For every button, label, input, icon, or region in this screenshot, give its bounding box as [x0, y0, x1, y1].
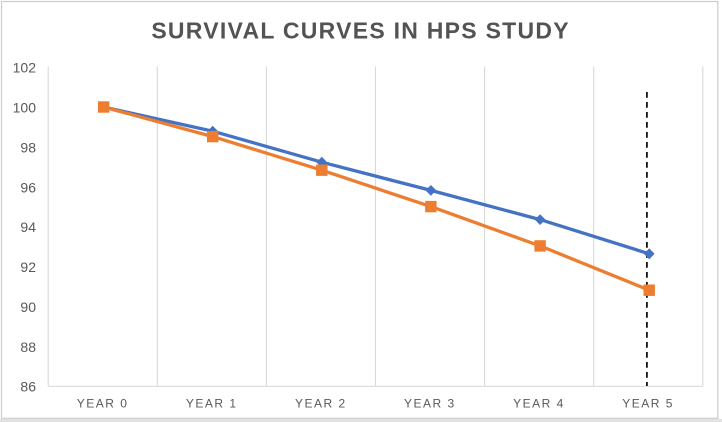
svg-text:YEAR 1: YEAR 1 [186, 396, 238, 410]
svg-text:SURVIVAL CURVES IN HPS STUDY: SURVIVAL CURVES IN HPS STUDY [151, 18, 570, 44]
svg-text:102: 102 [13, 60, 37, 76]
svg-text:90: 90 [20, 299, 36, 315]
svg-text:86: 86 [20, 379, 36, 395]
svg-text:92: 92 [20, 259, 36, 275]
svg-text:100: 100 [13, 100, 37, 116]
svg-text:YEAR 4: YEAR 4 [513, 396, 565, 410]
svg-text:YEAR 2: YEAR 2 [295, 396, 347, 410]
svg-text:YEAR 3: YEAR 3 [404, 396, 456, 410]
svg-text:88: 88 [20, 339, 36, 355]
svg-text:94: 94 [20, 219, 36, 235]
svg-text:YEAR 5: YEAR 5 [622, 396, 674, 410]
svg-text:96: 96 [20, 179, 36, 195]
svg-text:98: 98 [20, 140, 36, 156]
svg-text:YEAR 0: YEAR 0 [77, 396, 129, 410]
